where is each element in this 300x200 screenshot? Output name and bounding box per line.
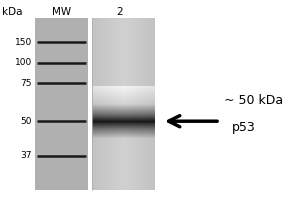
Text: 100: 100 [15,58,32,67]
Text: 50: 50 [20,117,32,126]
Text: 150: 150 [15,38,32,47]
Text: p53: p53 [232,121,256,134]
Bar [92,18,155,190]
Text: ~ 50 kDa: ~ 50 kDa [224,94,283,107]
Bar [35,18,88,190]
Text: 2: 2 [117,7,123,17]
Text: 75: 75 [20,79,32,88]
Text: MW: MW [52,7,72,17]
Text: 37: 37 [20,151,32,160]
Text: kDa: kDa [2,7,22,17]
